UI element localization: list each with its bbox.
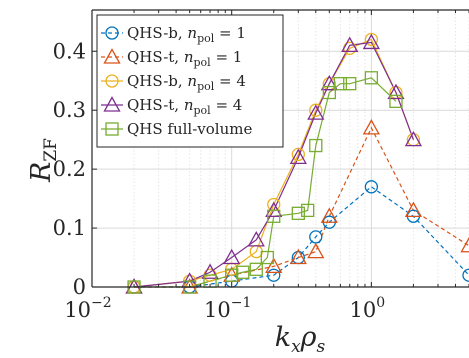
data-point-4 (309, 138, 323, 153)
series-line-0 (134, 186, 469, 288)
data-point-4 (291, 206, 305, 220)
data-point-2 (309, 103, 323, 117)
data-point-4 (389, 94, 403, 109)
data-point-3 (404, 130, 423, 147)
ticks (91, 10, 469, 288)
data-point-0 (364, 180, 379, 194)
data-point-4 (236, 265, 250, 279)
data-point-3 (201, 263, 219, 279)
data-point-1 (289, 248, 307, 265)
legend: QHS-b, npol = 1 QHS-t, npol = 1 QHS-b, npo… (96, 14, 284, 148)
x-tick-label: 10−1 (204, 295, 251, 322)
legend-label-0: QHS-b, npol = 1 (127, 24, 246, 45)
x-tick-label: 100 (350, 295, 386, 322)
x-tick-label: 10−2 (64, 295, 111, 322)
legend-box (96, 14, 284, 148)
data-point-3 (320, 74, 338, 91)
data-point-0 (267, 268, 281, 282)
axes (91, 9, 469, 288)
data-point-1 (307, 242, 325, 259)
data-point-3 (362, 33, 380, 50)
data-point-3 (341, 36, 359, 53)
y-tick-label: 0.1 (53, 216, 86, 240)
legend-marker-2 (105, 74, 119, 88)
legend-marker-0 (105, 26, 119, 40)
data-point-4 (301, 203, 315, 218)
legend-marker-3 (103, 96, 121, 112)
legend-label-3: QHS-t, npol = 4 (127, 96, 242, 117)
data-point-1 (265, 257, 283, 274)
tick-labels: 0 0.1 0.2 0.3 0.4 10−2 10−1 100 (53, 39, 386, 322)
y-tick-label: 0.2 (53, 157, 86, 181)
y-tick-label: 0.4 (53, 39, 86, 63)
data-point-4 (267, 209, 281, 223)
data-point-3 (289, 148, 307, 164)
data-point-1 (460, 236, 469, 253)
data-point-4 (260, 250, 274, 265)
series-line-3 (133, 41, 414, 288)
y-axis-label: RZF (26, 138, 61, 183)
data-point-3 (223, 248, 241, 265)
data-point-4 (364, 71, 379, 85)
data-point-3 (247, 231, 265, 247)
legend-label-2: QHS-b, npol = 4 (127, 72, 246, 93)
data-point-3 (307, 104, 325, 120)
legend-label-1: QHS-t, npol = 1 (127, 48, 242, 69)
data-point-0 (462, 268, 469, 282)
legend-marker-4 (105, 122, 119, 136)
legend-label-4: QHS full-volume (127, 120, 252, 138)
legend-marker-1 (103, 48, 121, 64)
data-point-1 (320, 207, 338, 223)
data-point-4 (249, 262, 263, 276)
data-point-4 (333, 77, 348, 91)
data-point-4 (343, 77, 357, 91)
data-point-2 (291, 147, 305, 162)
x-axis-label: kxρs (275, 322, 326, 357)
data-point-4 (225, 268, 239, 282)
data-point-2 (364, 32, 379, 47)
y-tick-label: 0.3 (53, 98, 86, 122)
y-tick-label: 0 (73, 275, 86, 299)
data-point-3 (387, 83, 405, 100)
data-point-1 (404, 201, 423, 218)
series-line-4 (134, 77, 397, 288)
data-point-4 (322, 85, 336, 100)
data-point-1 (362, 119, 380, 135)
